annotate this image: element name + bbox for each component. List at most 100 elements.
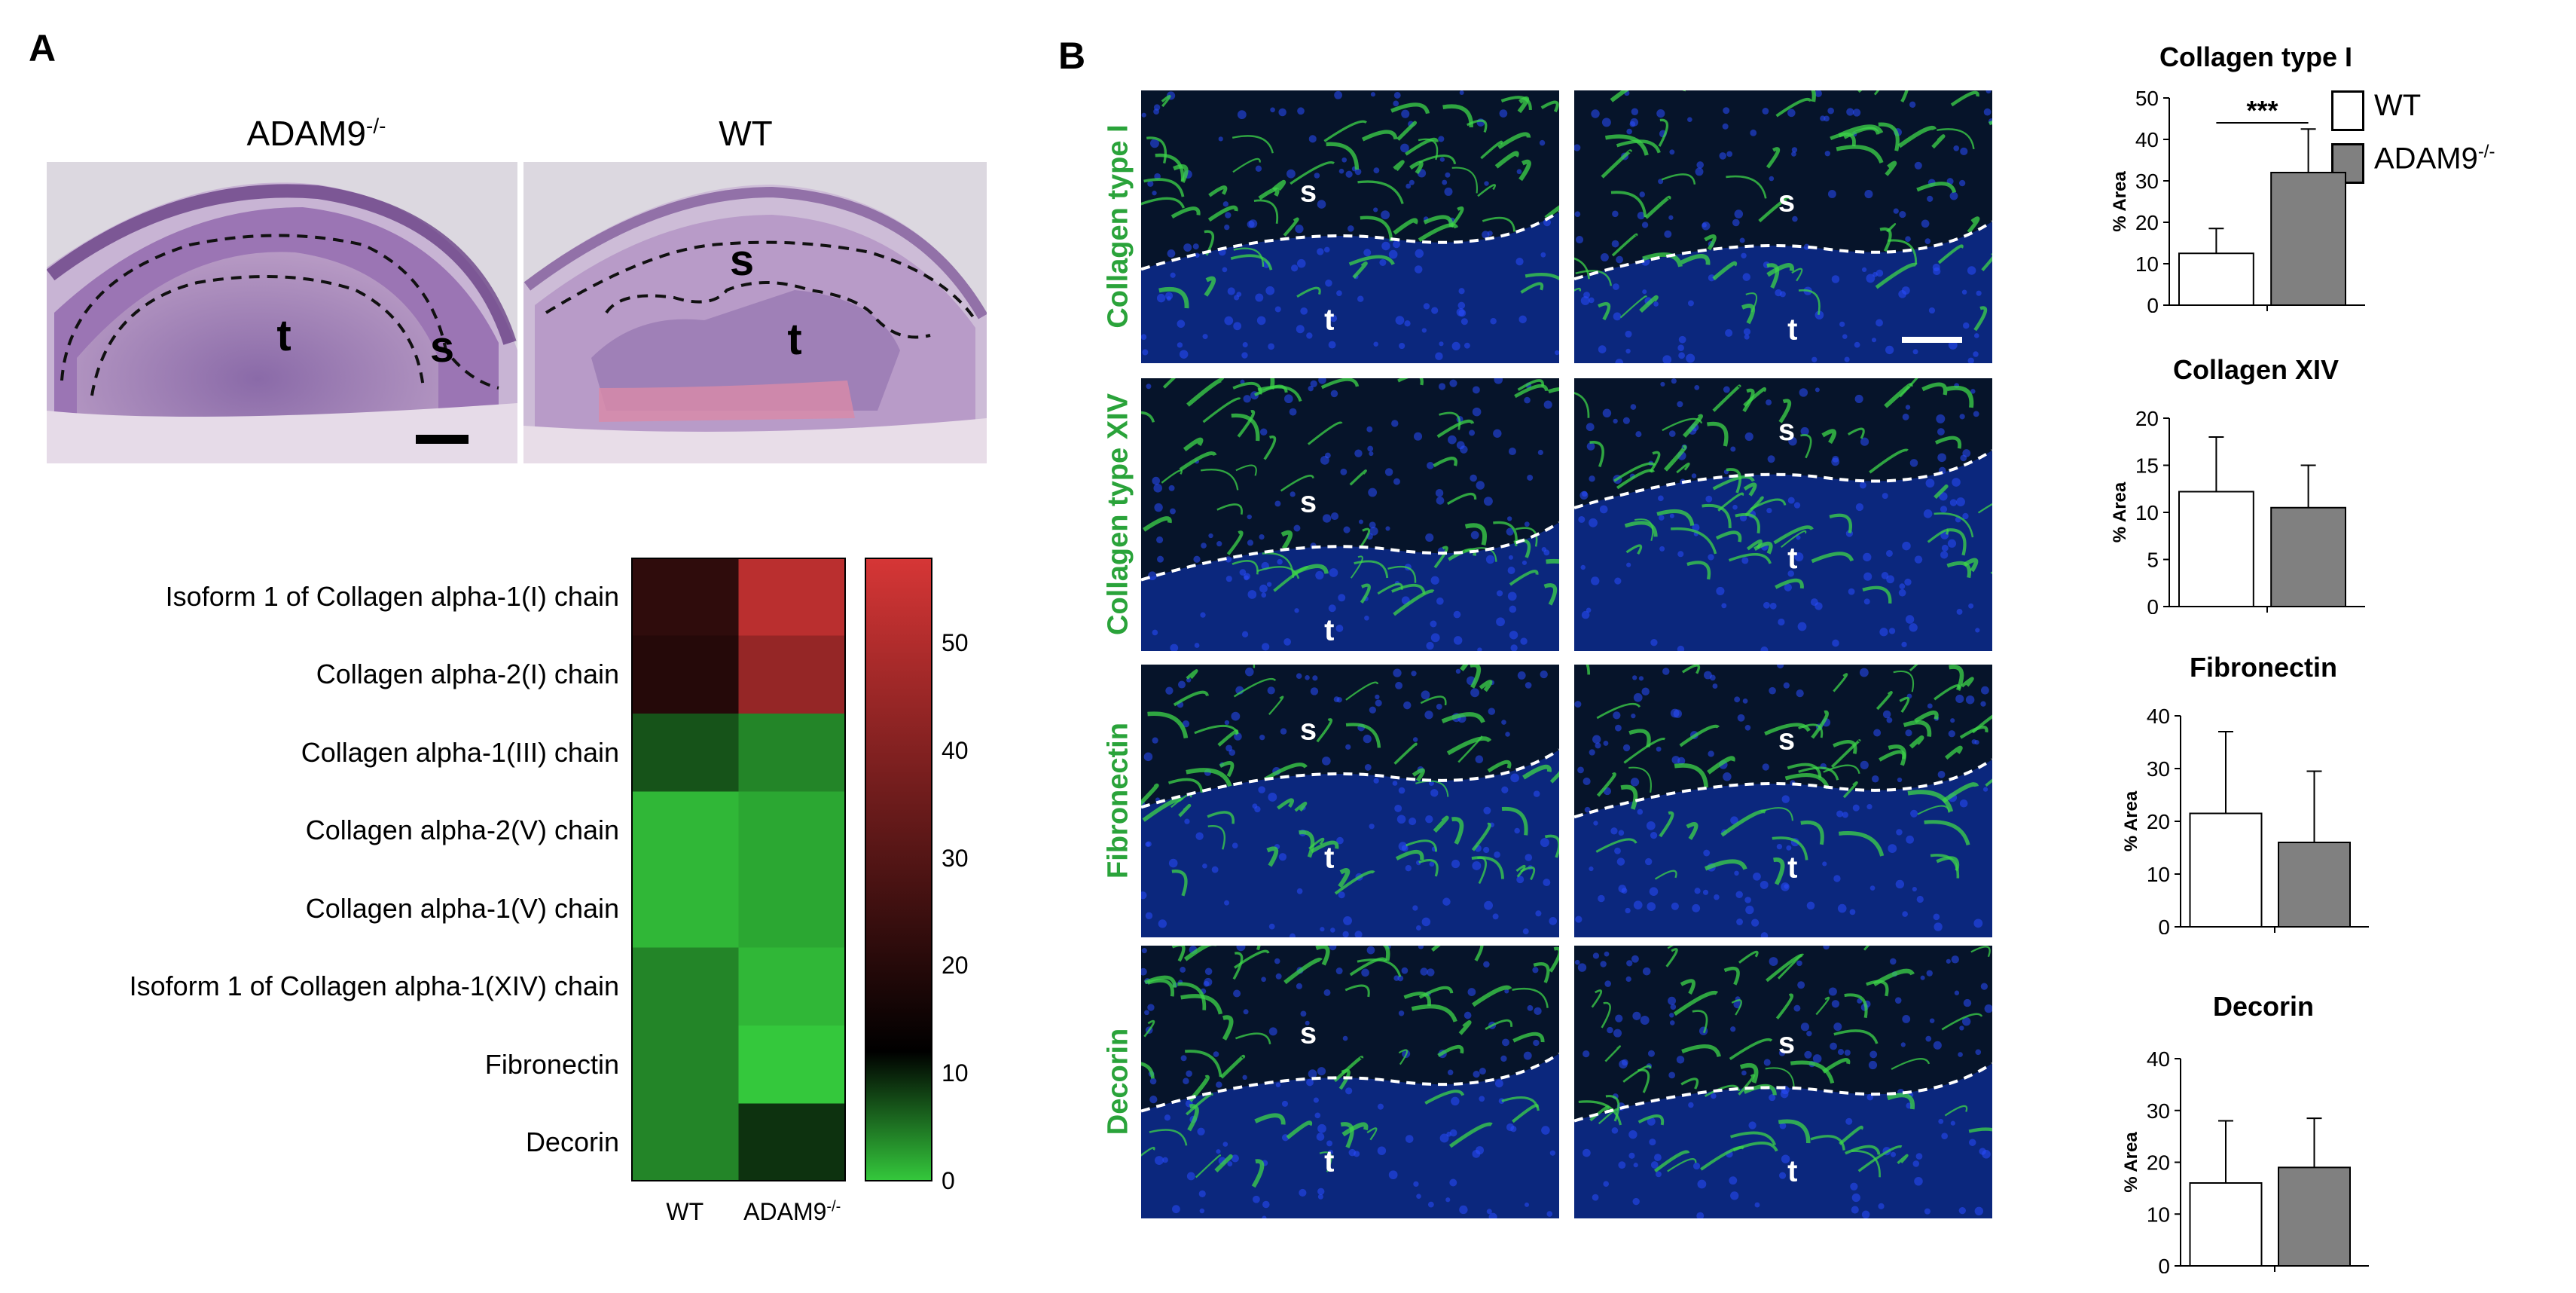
histology-image-adam9: t s [47,162,517,463]
bar-chart: 0 10 20 30 40 % Area [2121,1051,2369,1273]
bar-chart-title: Collagen type I [2159,41,2353,72]
stain-label: Collagen type I [1102,124,1134,329]
bar-chart: 0 10 20 30 40 50 % Area *** [2110,90,2365,313]
bar [2178,491,2254,607]
stain-label: Decorin [1102,1028,1134,1136]
bar [2178,252,2254,306]
heatmap-row-label: Collagen alpha-1(III) chain [301,736,619,768]
colorbar-tick-label: 0 [942,1167,955,1194]
bar-chart-title: Decorin [2212,991,2315,1022]
heatmap-cell [631,714,739,792]
stroma-label: s [1778,1027,1795,1060]
colorbar-gradient [865,558,932,1181]
legend-label-adam9: ADAM9-/- [2374,142,2495,176]
y-tick-label: 40 [2147,1051,2170,1071]
heatmap-row-label: Isoform 1 of Collagen alpha-1(I) chain [165,580,619,612]
tumor-label: t [1324,303,1334,336]
error-bar [2306,1117,2322,1168]
colorbar-tick-label: 40 [942,736,969,764]
tumor-label: t [1787,1155,1797,1188]
error-bar [2208,228,2224,254]
y-tick-label: 30 [2147,1099,2170,1123]
stroma-label: s [1778,723,1795,756]
error-bar [2300,464,2316,508]
tumor-label: t [1324,841,1334,874]
heatmap-cell [631,791,739,870]
y-tick-label: 40 [2147,708,2170,728]
histology-right-tumor-label: t [787,315,801,364]
histology-left-stroma-label: s [430,322,454,371]
legend-swatch-adam9 [2331,143,2364,184]
heatmap [631,558,846,1181]
heatmap-row-label: Collagen alpha-2(I) chain [316,659,619,690]
histology-image-wt: s t [523,162,987,463]
heatmap-column-label: WT [666,1198,704,1225]
stroma-label: s [1778,414,1795,447]
colorbar-tick-label: 10 [942,1059,969,1087]
stroma-label: s [1300,1017,1317,1050]
bar-chart-title: Fibronectin [2190,652,2337,683]
scale-bar [1902,337,1962,343]
stroma-label: s [1778,185,1795,218]
tumor-label: t [1787,542,1797,575]
bar-chart-title: Collagen XIV [2172,354,2339,385]
colorbar-tick-label: 50 [942,629,969,657]
heatmap-border [631,558,846,1181]
bar-chart: 0 10 20 30 40 % Area [2121,708,2369,934]
histology-right-stroma-label: s [730,236,754,285]
histology-right-title: WT [719,114,773,153]
significance-stars: *** [2246,95,2278,126]
bar [2278,842,2351,928]
y-tick-label: 15 [2135,454,2159,478]
y-tick-label: 0 [2158,1255,2170,1273]
y-tick-label: 10 [2147,1203,2170,1226]
y-tick-label: 20 [2147,1151,2170,1175]
heatmap-cell [631,1026,739,1104]
histology-left-tumor-label: t [276,311,291,360]
y-tick-label: 0 [2158,915,2170,934]
heatmap-cell [738,791,846,870]
heatmap-row-label: Fibronectin [484,1048,619,1080]
error-bar [2218,731,2233,814]
y-tick-label: 0 [2147,294,2159,313]
y-tick-label: 10 [2147,863,2170,886]
error-bar [2306,770,2322,842]
stain-label: Collagen type XIV [1102,393,1134,635]
error-bar [2300,128,2316,173]
y-tick-label: 10 [2135,501,2159,524]
tumor-label: t [1787,851,1797,884]
y-tick-label: 10 [2135,252,2159,276]
bar [2278,1166,2351,1267]
panel-b-letter: B [1058,35,1086,77]
tumor-label: t [1787,313,1797,346]
y-tick-label: 0 [2147,595,2159,614]
heatmap-colorbar [865,558,932,1181]
error-bar [2218,1120,2233,1183]
y-axis-label: % Area [2121,1132,2141,1193]
stroma-label: s [1300,713,1317,746]
y-tick-label: 30 [2147,757,2170,781]
heatmap-cell [631,947,739,1026]
y-axis-label: % Area [2110,171,2130,232]
bar [2189,1182,2263,1267]
y-tick-label: 20 [2135,411,2159,430]
heatmap-cell [738,947,846,1026]
heatmap-row-label: Collagen alpha-1(V) chain [305,892,619,924]
bar [2270,172,2346,306]
colorbar-tick-label: 20 [942,952,969,980]
heatmap-cell [631,870,739,948]
heatmap-row-label: Isoform 1 of Collagen alpha-1(XIV) chain [129,971,619,1002]
heatmap-cell [738,870,846,948]
heatmap-cell [631,1103,739,1181]
bar-chart: 0 5 10 15 20 % Area [2110,411,2365,614]
y-tick-label: 20 [2135,211,2159,234]
tumor-label: t [1324,1145,1334,1178]
bar [2189,812,2263,928]
